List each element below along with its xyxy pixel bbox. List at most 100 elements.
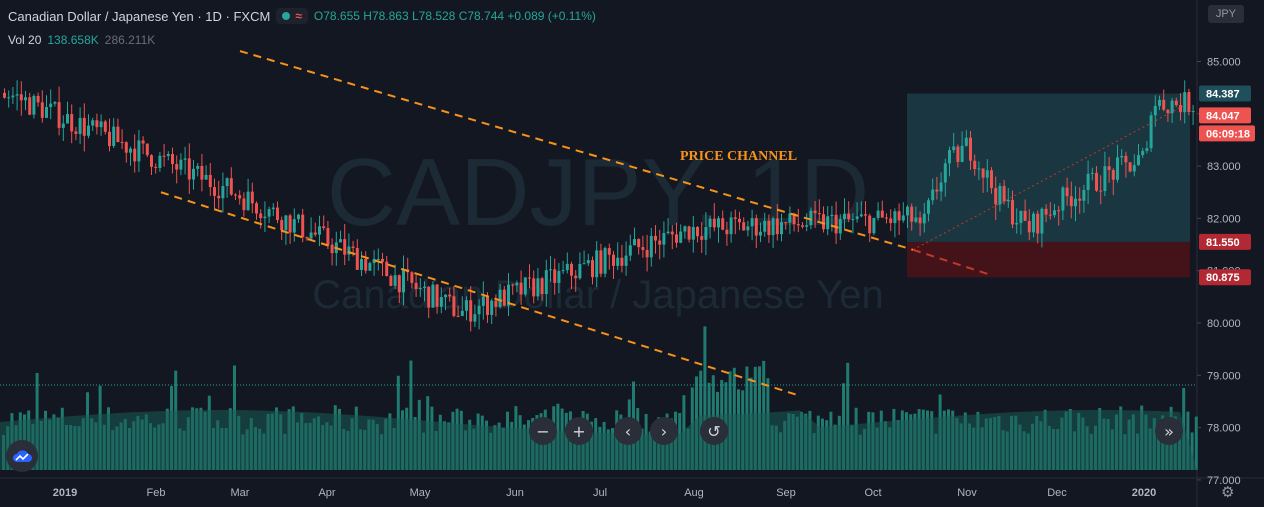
- candle-body: [250, 191, 254, 204]
- candle-body: [351, 246, 355, 248]
- candle-body: [843, 213, 846, 220]
- candle-body: [347, 246, 351, 255]
- candle-body: [939, 182, 943, 192]
- candle-body: [108, 131, 111, 147]
- candle-body: [305, 237, 309, 239]
- candle-body: [721, 218, 725, 230]
- candle-body: [330, 244, 334, 254]
- candle-body: [595, 250, 599, 278]
- candle-body: [414, 282, 418, 289]
- candle-body: [1132, 165, 1136, 172]
- candle-body: [1124, 155, 1128, 163]
- settings-gear-icon[interactable]: ⚙: [1221, 483, 1235, 501]
- scroll-right-button[interactable]: ›: [650, 417, 678, 445]
- candle-body: [549, 269, 552, 271]
- scroll-to-realtime-button[interactable]: »: [1155, 417, 1183, 445]
- candle-body: [578, 263, 582, 279]
- zoom-in-button[interactable]: +: [565, 417, 593, 445]
- candle-body: [859, 214, 863, 217]
- candle-body: [95, 120, 99, 128]
- x-tick-label: Mar: [231, 487, 250, 499]
- candle-body: [1023, 210, 1027, 221]
- candle-body: [66, 114, 69, 124]
- candle-body: [288, 215, 292, 233]
- price-label-box: [1199, 125, 1255, 142]
- candle-body: [1006, 199, 1010, 202]
- candle-body: [368, 263, 372, 271]
- candle-body: [246, 191, 250, 211]
- candle-body: [1116, 157, 1119, 180]
- price-label: 06:09:18: [1206, 128, 1250, 140]
- candle-body: [507, 284, 510, 306]
- candle-body: [771, 218, 775, 236]
- candle-body: [1002, 186, 1006, 202]
- candle-body: [1111, 170, 1115, 180]
- candle-body: [183, 158, 187, 160]
- candle-body: [456, 315, 460, 317]
- reset-chart-button[interactable]: ↺: [700, 417, 728, 445]
- candle-body: [297, 214, 300, 220]
- candle-body: [645, 249, 649, 258]
- candle-body: [439, 297, 443, 307]
- candle-body: [582, 263, 586, 265]
- symbol-title[interactable]: Canadian Dollar / Japanese Yen · 1D · FX…: [8, 8, 271, 24]
- candle-body: [990, 170, 993, 189]
- candle-body: [15, 94, 19, 96]
- candle-body: [880, 210, 884, 218]
- candle-body: [570, 263, 573, 276]
- candle-body: [738, 218, 741, 223]
- candle-body: [486, 296, 489, 315]
- zoom-out-button[interactable]: −: [529, 417, 557, 445]
- candle-body: [255, 203, 258, 214]
- candle-body: [280, 220, 284, 231]
- candle-body: [444, 294, 447, 298]
- candle-body: [200, 165, 204, 180]
- candle-body: [271, 207, 275, 210]
- candle-body: [511, 284, 515, 286]
- candle-body: [40, 102, 44, 118]
- candle-body: [1166, 109, 1170, 114]
- candle-body: [418, 288, 422, 290]
- candle-body: [1044, 208, 1048, 215]
- currency-badge[interactable]: JPY: [1207, 5, 1244, 23]
- candle-body: [322, 226, 326, 228]
- x-tick-label: Sep: [776, 487, 796, 499]
- candle-body: [759, 231, 762, 236]
- candle-body: [1183, 92, 1187, 113]
- candle-body: [985, 170, 989, 178]
- candle-body: [1174, 100, 1178, 106]
- candle-body: [187, 158, 191, 180]
- candle-body: [654, 235, 657, 241]
- candle-body: [36, 95, 40, 103]
- status-pill[interactable]: ≈: [276, 8, 308, 24]
- candle-body: [780, 222, 783, 235]
- candle-body: [1027, 220, 1031, 233]
- candle-body: [124, 142, 128, 153]
- candle-body: [1040, 208, 1044, 234]
- candle-body: [120, 142, 124, 144]
- lower-zone: [907, 241, 1190, 278]
- candle-body: [1015, 222, 1019, 225]
- scroll-left-button[interactable]: ‹: [614, 417, 642, 445]
- candle-body: [364, 259, 368, 271]
- candle-body: [263, 216, 267, 219]
- candle-body: [742, 222, 746, 231]
- candle-body: [868, 215, 872, 234]
- candle-body: [754, 218, 758, 236]
- tradingview-logo[interactable]: [6, 440, 38, 472]
- volume-legend[interactable]: Vol 20 138.658K 286.211K: [8, 33, 155, 47]
- price-label: 81.550: [1206, 237, 1240, 249]
- candle-body: [973, 160, 977, 170]
- price-label: 84.387: [1206, 89, 1240, 101]
- candle-body: [637, 239, 641, 248]
- candle-body: [784, 222, 788, 224]
- candle-body: [284, 215, 288, 231]
- x-tick-label: May: [410, 487, 431, 499]
- candle-body: [725, 229, 729, 235]
- candle-body: [591, 260, 594, 278]
- x-tick-label: 2019: [53, 487, 77, 499]
- candle-body: [901, 215, 905, 221]
- candle-body: [3, 92, 6, 98]
- candle-body: [528, 277, 531, 279]
